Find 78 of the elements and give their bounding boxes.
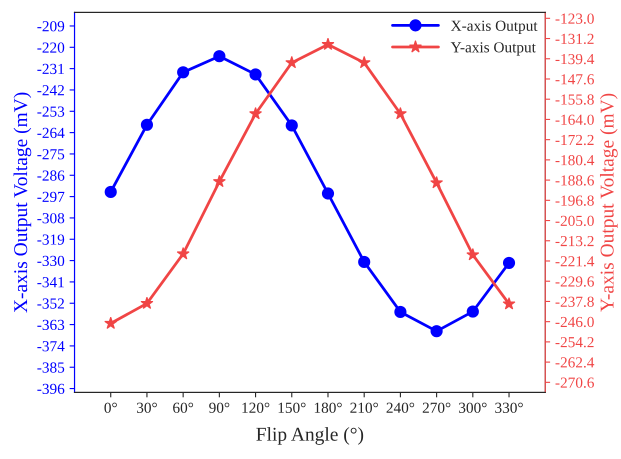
- x-tick-label: 180°: [314, 402, 342, 413]
- x-tick-label: 210°: [350, 402, 378, 413]
- y-tick-label: -275: [37, 149, 64, 160]
- y2-tick-label: -164.0: [556, 114, 594, 125]
- legend-label: X-axis Output: [450, 20, 538, 34]
- x-tick-label: 330°: [495, 402, 523, 413]
- point: [502, 256, 516, 269]
- point: [430, 176, 444, 188]
- x-axis-title: Flip Angle (°): [256, 427, 364, 445]
- y-tick-label: -308: [37, 213, 64, 224]
- y2-tick-label: -123.0: [556, 13, 594, 24]
- y-tick-label: -231: [37, 64, 64, 74]
- y-tick-label: -220: [37, 42, 64, 53]
- point: [177, 66, 190, 78]
- y-tick-label: -319: [37, 234, 64, 245]
- y2-tick-label: -139.4: [556, 54, 594, 64]
- point: [140, 118, 154, 131]
- x-tick-label: 0°: [104, 402, 117, 413]
- y-tick-label: -363: [37, 320, 64, 330]
- point: [466, 248, 480, 260]
- y2-axis-title: Y-axis Output Voltage (mV): [600, 94, 618, 312]
- legend-label: Y-axis Output: [450, 42, 536, 56]
- y-tick-label: -352: [37, 298, 64, 309]
- point: [212, 174, 226, 188]
- point: [466, 306, 479, 318]
- point: [394, 306, 406, 318]
- y2-tick-label: -270.6: [556, 377, 594, 388]
- y-axis-title: X-axis Output Voltage (mV): [14, 92, 32, 313]
- y-tick-label: -385: [37, 362, 64, 373]
- x-tick-label: 120°: [242, 402, 270, 413]
- y-tick-label: -297: [37, 192, 64, 202]
- point: [430, 325, 443, 338]
- point: [358, 56, 371, 68]
- y2-tick-label: -229.6: [556, 276, 594, 287]
- point: [358, 256, 370, 268]
- y2-tick-label: -262.4: [556, 357, 594, 368]
- point: [140, 296, 154, 309]
- x-tick-label: 300°: [459, 402, 487, 413]
- y2-tick-label: -188.6: [556, 175, 594, 186]
- y2-tick-label: -205.0: [556, 216, 594, 226]
- y-tick-label: -209: [37, 21, 64, 32]
- y2-tick-label: -237.8: [556, 296, 594, 307]
- y-tick-label: -242: [37, 85, 64, 96]
- point: [322, 38, 334, 50]
- x-tick-label: 30°: [136, 402, 157, 413]
- y2-tick-label: -221.4: [556, 256, 594, 267]
- y2-tick-label: -172.2: [556, 134, 594, 146]
- point: [249, 68, 262, 81]
- point: [213, 50, 226, 62]
- y2-tick-label: -180.4: [556, 155, 594, 166]
- point: [249, 106, 262, 120]
- y-tick-label: -286: [37, 170, 64, 181]
- y2-tick-label: -213.2: [556, 236, 594, 246]
- y-tick-label: -396: [37, 384, 64, 394]
- y2-tick-label: -131.2: [556, 34, 594, 44]
- y-tick-label: -330: [37, 256, 64, 266]
- point: [104, 316, 118, 329]
- x-tick-label: 150°: [278, 402, 306, 413]
- point: [104, 186, 117, 198]
- y-tick-label: -264: [37, 128, 65, 138]
- x-tick-label: 60°: [173, 402, 194, 413]
- y-tick-label: -374: [37, 341, 65, 352]
- point: [322, 187, 334, 200]
- point: [502, 297, 516, 310]
- y-tick-label: -253: [37, 106, 64, 117]
- x-tick-label: 90°: [209, 402, 230, 413]
- y-tick-label: -341: [37, 277, 64, 288]
- y2-tick-label: -155.8: [556, 94, 594, 105]
- point: [285, 56, 298, 68]
- y2-tick-label: -147.6: [556, 74, 594, 84]
- y2-tick-label: -246.0: [556, 316, 594, 328]
- x-tick-label: 240°: [386, 402, 414, 413]
- x-tick-label: 270°: [422, 402, 450, 413]
- point: [176, 247, 190, 260]
- y2-tick-label: -254.2: [556, 337, 594, 348]
- point: [286, 119, 298, 132]
- y2-tick-label: -196.8: [556, 195, 594, 206]
- point: [394, 106, 407, 120]
